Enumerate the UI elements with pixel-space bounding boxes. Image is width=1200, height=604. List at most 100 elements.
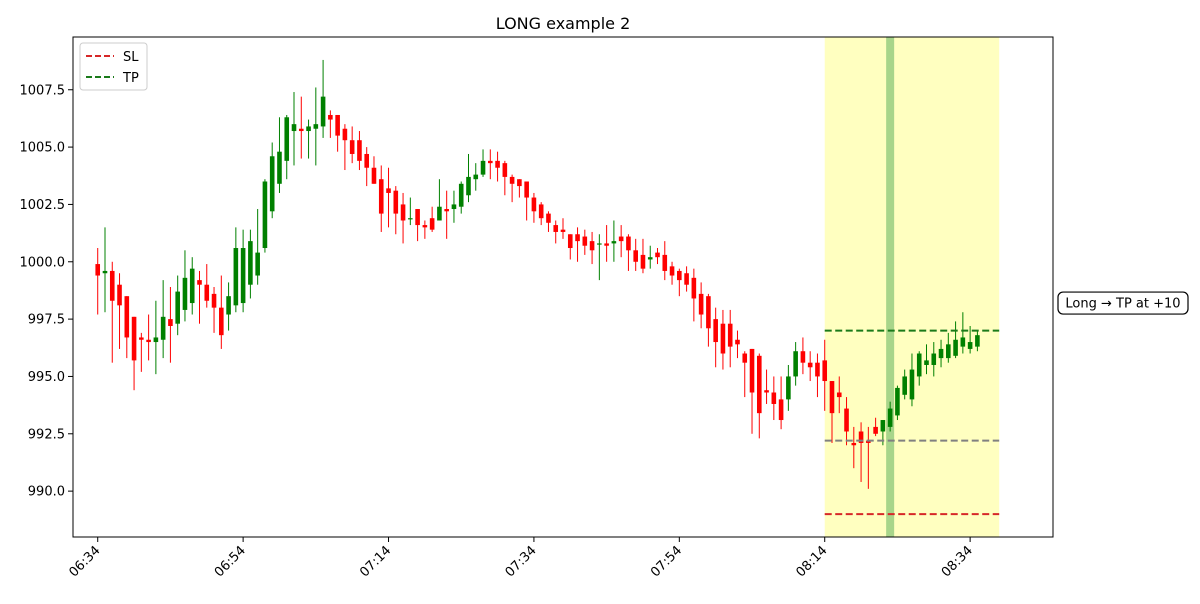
candle-body-down xyxy=(589,241,595,251)
entry-marker-band xyxy=(886,37,895,537)
candle-body-down xyxy=(531,197,537,212)
candle-body-down xyxy=(349,140,355,154)
candle-body-down xyxy=(836,392,842,398)
candle-body-down xyxy=(713,319,718,343)
candle-body-down xyxy=(509,176,515,184)
x-tick-label: 08:14 xyxy=(793,543,830,580)
candle-body-up xyxy=(189,268,195,304)
candle-body-down xyxy=(735,339,740,345)
candle-body-down xyxy=(684,273,689,285)
candle-body-up xyxy=(182,277,188,310)
candle-body-down xyxy=(560,229,566,232)
candle-body-down xyxy=(146,339,151,343)
candle-body-down xyxy=(538,204,544,219)
candle-body-up xyxy=(458,183,464,207)
candle-body-down xyxy=(866,440,871,443)
candle-body-up xyxy=(102,270,108,274)
candle-body-down xyxy=(771,392,777,404)
annotation-text: Long → TP at +10 xyxy=(1065,297,1180,312)
candle-body-down xyxy=(604,243,609,246)
candle-body-down xyxy=(553,225,559,232)
candle-body-down xyxy=(575,234,580,242)
candle-body-down xyxy=(851,442,857,446)
candle-body-down xyxy=(502,163,508,177)
candle-body-down xyxy=(633,250,639,262)
candle-body-down xyxy=(211,293,217,308)
candle-body-up xyxy=(262,181,268,249)
candle-body-down xyxy=(204,284,210,301)
y-tick-label: 1005.0 xyxy=(20,141,66,156)
shaded-region xyxy=(824,37,1000,537)
candle-body-down xyxy=(742,353,748,363)
candle-body-down xyxy=(691,277,697,299)
candle-body-down xyxy=(844,408,849,432)
candle-body-down xyxy=(706,296,711,329)
candle-body-down xyxy=(298,128,304,132)
candle-body-down xyxy=(131,316,137,361)
y-tick-label: 1000.0 xyxy=(20,255,66,270)
candle-body-up xyxy=(277,151,282,184)
candle-body-up xyxy=(175,291,180,324)
candle-body-up xyxy=(975,335,980,347)
candle-body-down xyxy=(698,293,704,315)
candle-body-up xyxy=(233,248,239,306)
candle-body-down xyxy=(727,323,733,347)
candle-body-up xyxy=(960,337,966,347)
candle-body-down xyxy=(720,323,726,354)
candle-body-down xyxy=(800,351,806,363)
candle-body-down xyxy=(422,225,428,228)
candle-body-up xyxy=(269,156,275,212)
candle-body-down xyxy=(669,266,675,276)
candle-body-down xyxy=(487,160,493,164)
candle-body-down xyxy=(335,114,340,136)
candle-body-up xyxy=(313,124,319,129)
candle-body-up xyxy=(451,204,457,210)
candle-body-down xyxy=(109,270,115,301)
x-tick-label: 06:54 xyxy=(212,543,249,580)
candle-body-down xyxy=(749,348,755,393)
candle-body-down xyxy=(829,381,835,414)
candle-body-down xyxy=(139,337,144,340)
candle-body-up xyxy=(946,344,951,359)
candle-body-down xyxy=(197,280,202,285)
candle-body-down xyxy=(95,264,101,276)
candle-body-down xyxy=(655,252,660,258)
candle-body-down xyxy=(386,188,391,193)
candle-body-down xyxy=(662,254,668,271)
candle-body-down xyxy=(546,213,551,223)
candle-body-down xyxy=(524,181,529,198)
candle-body-down xyxy=(640,254,646,269)
candle-body-down xyxy=(393,190,399,214)
candle-body-up xyxy=(953,339,958,356)
x-tick-label: 08:34 xyxy=(939,543,976,580)
candle-body-up xyxy=(466,176,471,196)
candle-body-down xyxy=(807,362,813,368)
annotation-box xyxy=(1057,291,1189,315)
y-tick-label: 992.5 xyxy=(28,427,65,442)
candle-body-down xyxy=(822,360,828,382)
candle-body-up xyxy=(916,353,922,377)
candle-body-up xyxy=(284,117,290,161)
candle-body-down xyxy=(371,167,377,184)
candle-body-down xyxy=(429,218,435,230)
plot-area: 990.0 992.5 995.0 997.5 1000.0 1002.5 1005.0 10… xyxy=(20,36,1189,580)
candle-body-down xyxy=(764,390,769,393)
candle-body-up xyxy=(240,248,246,304)
y-tick-label: 997.5 xyxy=(28,313,65,328)
candle-body-up xyxy=(255,252,260,276)
y-tick-label: 1007.5 xyxy=(20,83,66,98)
x-tick-label: 06:34 xyxy=(66,543,103,580)
candle-body-down xyxy=(858,431,864,443)
candle-body-up xyxy=(320,96,326,127)
legend-box xyxy=(79,42,148,91)
candle-body-down xyxy=(756,355,762,414)
candle-body-up xyxy=(160,316,166,340)
x-tick-label: 07:34 xyxy=(503,543,540,580)
candle-body-down xyxy=(444,209,449,212)
legend-label-tp: TP xyxy=(122,71,139,86)
y-tick-label: 995.0 xyxy=(28,370,65,385)
candle-body-down xyxy=(495,160,500,168)
candle-body-up xyxy=(793,351,798,377)
